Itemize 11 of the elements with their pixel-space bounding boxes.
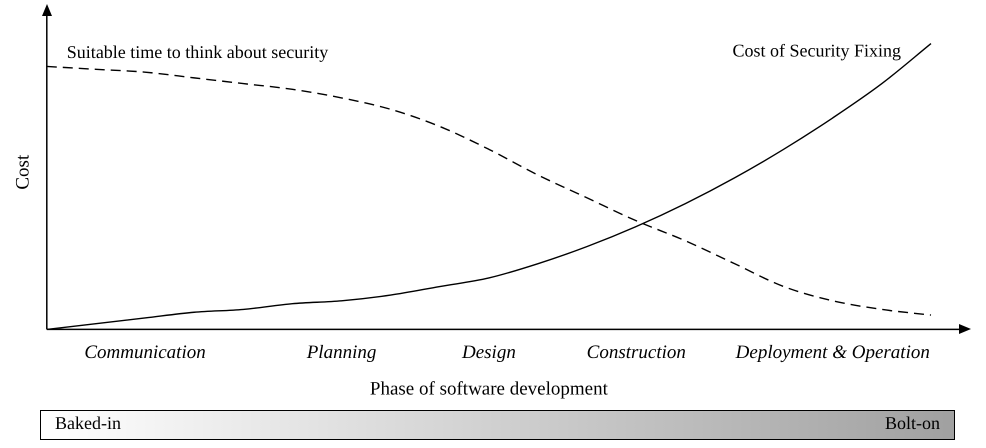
text: Bolt-on [884,413,940,434]
x-tick-label: Communication [84,342,206,363]
x-tick-label: Construction [586,342,686,363]
x-tick-label: Planning [306,342,376,363]
series-label: Suitable time to think about security [66,42,328,62]
y-axis-title: Cost [12,154,34,190]
series-label: Cost of Security Fixing [732,40,901,60]
x-axis-title: Phase of software development [370,378,609,400]
x-tick-label: Design [460,342,516,363]
text: Baked-in [55,413,121,434]
x-tick-label: Deployment & Operation [734,342,930,363]
